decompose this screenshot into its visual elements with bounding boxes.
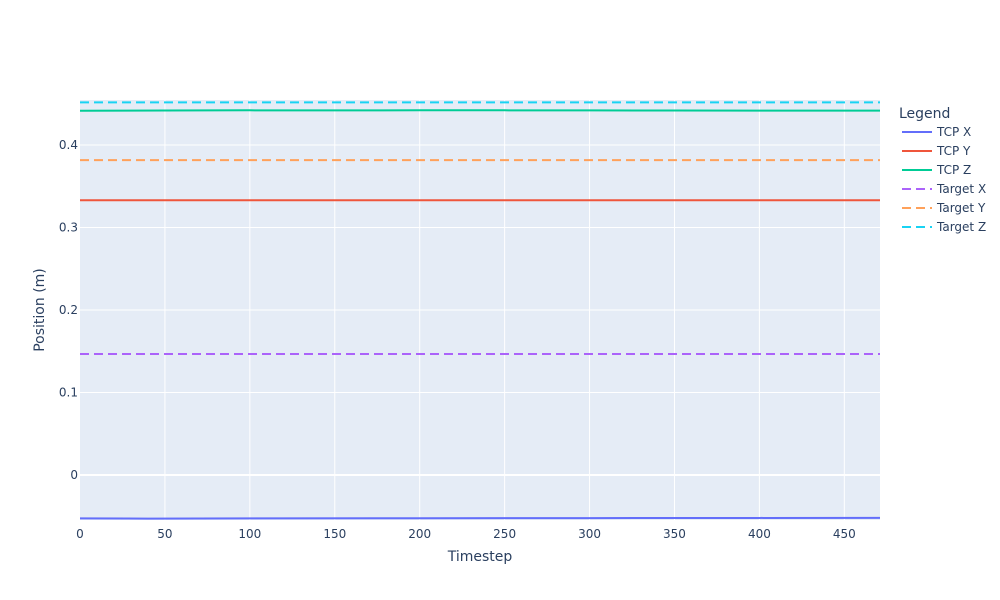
x-tick-label: 250 [493,527,516,541]
y-tick-label: 0.3 [59,220,78,234]
y-tick-label: 0.1 [59,386,78,400]
x-axis-ticks: 0 50 100 150 200 250 300 350 400 450 [76,527,856,541]
legend-label-target-z[interactable]: Target Z [936,220,986,234]
x-tick-label: 150 [323,527,346,541]
y-tick-label: 0.4 [59,138,78,152]
x-tick-label: 400 [748,527,771,541]
series-line-tcp-x [79,516,881,520]
x-tick-label: 300 [578,527,601,541]
y-axis-title: Position (m) [32,268,48,352]
legend-label-target-y[interactable]: Target Y [936,201,986,215]
y-tick-label: 0.2 [59,303,78,317]
x-tick-label: 200 [408,527,431,541]
legend-label-tcp-y[interactable]: TCP Y [936,144,971,158]
x-tick-label: 100 [238,527,261,541]
series-layer [79,101,881,520]
x-tick-label: 0 [76,527,84,541]
y-axis-ticks: 0 0.1 0.2 0.3 0.4 [59,138,78,482]
legend-label-tcp-z[interactable]: TCP Z [936,163,971,177]
legend-title: Legend [899,106,950,122]
x-tick-label: 50 [157,527,172,541]
legend-label-target-x[interactable]: Target X [936,182,986,196]
y-tick-label: 0 [70,468,78,482]
x-axis-title: Timestep [447,549,513,565]
x-tick-label: 350 [663,527,686,541]
legend: TCP X TCP Y TCP Z Target X Target Y Target Z [902,125,986,234]
x-tick-label: 450 [833,527,856,541]
grid-lines [80,100,880,520]
legend-label-tcp-x[interactable]: TCP X [936,125,971,139]
